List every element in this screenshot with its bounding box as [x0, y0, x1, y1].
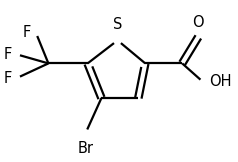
Text: O: O — [193, 15, 204, 30]
Text: OH: OH — [209, 74, 232, 89]
Text: F: F — [3, 71, 11, 86]
Text: Br: Br — [77, 141, 93, 156]
Text: S: S — [113, 17, 122, 32]
Text: F: F — [3, 47, 11, 62]
Text: F: F — [23, 25, 31, 40]
